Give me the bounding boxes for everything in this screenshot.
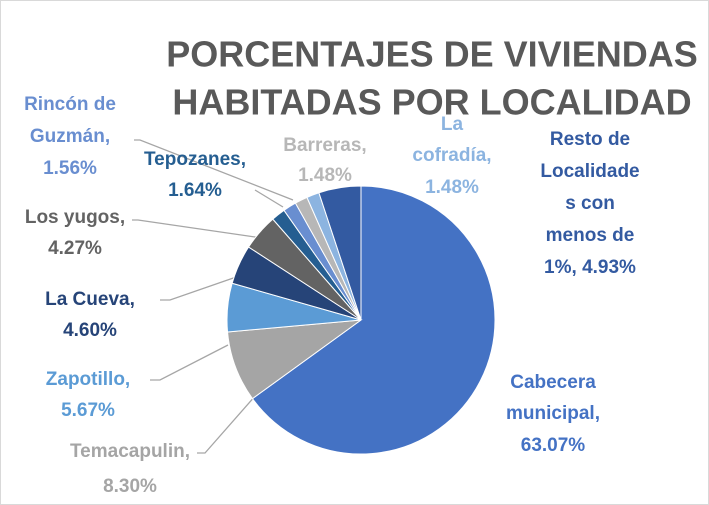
leader-line (160, 274, 243, 301)
data-label: Tepozanes, (144, 149, 246, 170)
data-label: municipal, (506, 403, 600, 424)
data-label: 1.64% (168, 180, 222, 201)
data-label: 4.27% (48, 238, 102, 259)
data-label: 1.48% (298, 165, 352, 186)
leader-line (134, 139, 294, 201)
data-label: Localidade (540, 161, 639, 182)
chart-title: PORCENTAJES DE VIVIENDAS (166, 34, 697, 75)
data-label: 1%, 4.93% (544, 257, 636, 278)
chart-title: HABITADAS POR LOCALIDAD (172, 82, 691, 123)
data-label: La (441, 114, 464, 135)
leader-line (197, 394, 257, 454)
data-label: cofradía, (412, 145, 491, 166)
data-label: Resto de (550, 129, 630, 150)
data-label: s con (565, 193, 615, 214)
data-label: 1.48% (425, 177, 479, 198)
data-label: 63.07% (521, 435, 586, 456)
data-label: 5.67% (61, 400, 115, 421)
leader-line (254, 189, 284, 208)
data-label: 8.30% (103, 476, 157, 497)
pie-slice (251, 185, 496, 455)
data-label: Guzmán, (30, 126, 110, 147)
leader-line (150, 344, 229, 381)
leader-lines (132, 139, 294, 454)
data-label: Temacapulin, (70, 441, 190, 462)
leader-line (132, 219, 263, 239)
data-label: Los yugos, (25, 207, 125, 228)
data-label: Rincón de (24, 94, 116, 115)
data-label: menos de (546, 225, 635, 246)
data-label: 1.56% (43, 158, 97, 179)
data-label: 4.60% (63, 320, 117, 341)
data-label: Zapotillo, (46, 369, 130, 390)
data-label: Barreras, (283, 135, 366, 156)
data-label: Cabecera (510, 372, 596, 393)
pie-slice (318, 185, 362, 321)
data-label: La Cueva, (45, 289, 135, 310)
